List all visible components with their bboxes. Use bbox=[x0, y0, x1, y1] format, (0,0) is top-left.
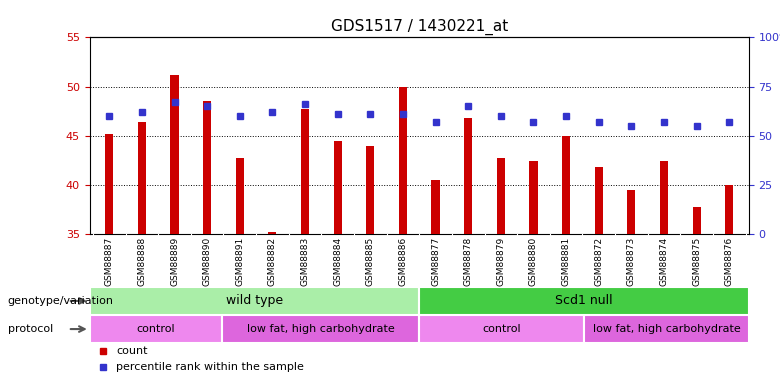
Bar bbox=[334, 141, 342, 234]
Text: GSM88880: GSM88880 bbox=[529, 237, 538, 286]
Text: GSM88888: GSM88888 bbox=[137, 237, 147, 286]
Text: GSM88891: GSM88891 bbox=[236, 237, 244, 286]
Bar bbox=[420, 287, 749, 315]
Bar bbox=[594, 167, 603, 234]
Bar bbox=[627, 190, 636, 234]
Bar bbox=[693, 207, 700, 234]
Bar bbox=[584, 315, 749, 343]
Bar bbox=[203, 102, 211, 234]
Bar bbox=[90, 287, 420, 315]
Bar bbox=[90, 315, 222, 343]
Bar bbox=[105, 134, 113, 234]
Text: GSM88882: GSM88882 bbox=[268, 237, 277, 286]
Text: low fat, high carbohydrate: low fat, high carbohydrate bbox=[246, 324, 394, 334]
Text: GSM88875: GSM88875 bbox=[692, 237, 701, 286]
Text: GSM88873: GSM88873 bbox=[627, 237, 636, 286]
Text: GSM88881: GSM88881 bbox=[562, 237, 571, 286]
Text: GSM88884: GSM88884 bbox=[333, 237, 342, 286]
Bar bbox=[420, 315, 584, 343]
Bar bbox=[301, 110, 309, 234]
Text: GSM88876: GSM88876 bbox=[725, 237, 734, 286]
Bar bbox=[399, 87, 407, 234]
Text: Scd1 null: Scd1 null bbox=[555, 294, 613, 307]
Text: GSM88877: GSM88877 bbox=[431, 237, 440, 286]
Text: GSM88890: GSM88890 bbox=[203, 237, 211, 286]
Bar bbox=[530, 160, 537, 234]
Bar bbox=[236, 158, 244, 234]
Bar bbox=[431, 180, 440, 234]
Bar bbox=[138, 122, 146, 234]
Bar bbox=[171, 75, 179, 234]
Text: GSM88887: GSM88887 bbox=[105, 237, 114, 286]
Text: genotype/variation: genotype/variation bbox=[8, 296, 114, 306]
Bar bbox=[562, 136, 570, 234]
Title: GDS1517 / 1430221_at: GDS1517 / 1430221_at bbox=[331, 18, 508, 35]
Text: protocol: protocol bbox=[8, 324, 53, 334]
Bar bbox=[497, 158, 505, 234]
Bar bbox=[660, 160, 668, 234]
Text: percentile rank within the sample: percentile rank within the sample bbox=[116, 362, 304, 372]
Text: GSM88878: GSM88878 bbox=[463, 237, 473, 286]
Text: GSM88872: GSM88872 bbox=[594, 237, 603, 286]
Bar bbox=[725, 185, 733, 234]
Text: GSM88874: GSM88874 bbox=[659, 237, 668, 286]
Text: GSM88885: GSM88885 bbox=[366, 237, 375, 286]
Text: GSM88879: GSM88879 bbox=[496, 237, 505, 286]
Bar bbox=[367, 146, 374, 234]
Text: GSM88889: GSM88889 bbox=[170, 237, 179, 286]
Text: wild type: wild type bbox=[226, 294, 283, 307]
Bar bbox=[268, 232, 276, 234]
Text: low fat, high carbohydrate: low fat, high carbohydrate bbox=[593, 324, 740, 334]
Text: control: control bbox=[136, 324, 175, 334]
Text: GSM88886: GSM88886 bbox=[399, 237, 407, 286]
Text: control: control bbox=[482, 324, 521, 334]
Bar bbox=[222, 315, 420, 343]
Bar bbox=[464, 118, 472, 234]
Text: GSM88883: GSM88883 bbox=[300, 237, 310, 286]
Text: count: count bbox=[116, 346, 147, 356]
